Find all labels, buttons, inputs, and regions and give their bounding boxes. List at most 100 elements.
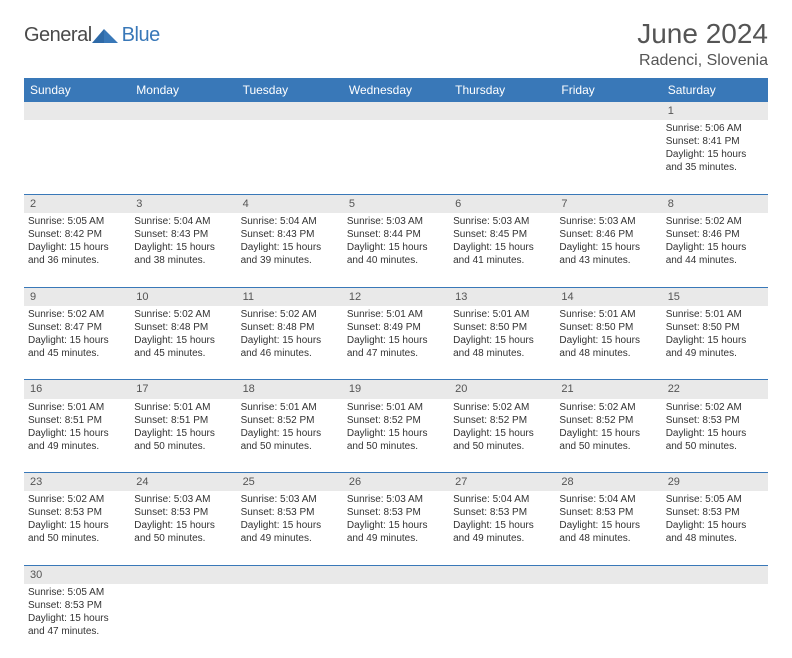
daylight-line-2: and 50 minutes. xyxy=(347,440,445,453)
sunrise-line: Sunrise: 5:02 AM xyxy=(666,401,764,414)
day-number: 15 xyxy=(662,287,768,306)
day-header: Wednesday xyxy=(343,78,449,102)
calendar-header-row: SundayMondayTuesdayWednesdayThursdayFrid… xyxy=(24,78,768,102)
sunset-line: Sunset: 8:50 PM xyxy=(559,321,657,334)
day-header: Sunday xyxy=(24,78,130,102)
sunrise-line: Sunrise: 5:02 AM xyxy=(28,493,126,506)
daylight-line-2: and 48 minutes. xyxy=(559,347,657,360)
daylight-line-2: and 46 minutes. xyxy=(241,347,339,360)
calendar-cell: Sunrise: 5:01 AMSunset: 8:50 PMDaylight:… xyxy=(555,306,661,380)
calendar-cell: Sunrise: 5:03 AMSunset: 8:46 PMDaylight:… xyxy=(555,213,661,287)
daylight-line-1: Daylight: 15 hours xyxy=(28,241,126,254)
logo-mark-icon xyxy=(92,25,120,45)
day-number: 5 xyxy=(343,194,449,213)
daylight-line-1: Daylight: 15 hours xyxy=(28,519,126,532)
calendar-cell: Sunrise: 5:02 AMSunset: 8:53 PMDaylight:… xyxy=(662,399,768,473)
daylight-line-2: and 48 minutes. xyxy=(453,347,551,360)
sunrise-line: Sunrise: 5:02 AM xyxy=(666,215,764,228)
calendar-week-row: Sunrise: 5:06 AMSunset: 8:41 PMDaylight:… xyxy=(24,120,768,194)
day-number: 24 xyxy=(130,473,236,492)
daylight-line-1: Daylight: 15 hours xyxy=(28,334,126,347)
calendar-cell: Sunrise: 5:03 AMSunset: 8:53 PMDaylight:… xyxy=(237,491,343,565)
sunset-line: Sunset: 8:52 PM xyxy=(241,414,339,427)
calendar-week-row: Sunrise: 5:05 AMSunset: 8:42 PMDaylight:… xyxy=(24,213,768,287)
sunset-line: Sunset: 8:45 PM xyxy=(453,228,551,241)
daylight-line-2: and 50 minutes. xyxy=(28,532,126,545)
sunrise-line: Sunrise: 5:03 AM xyxy=(347,493,445,506)
sunrise-line: Sunrise: 5:03 AM xyxy=(241,493,339,506)
calendar-cell: Sunrise: 5:02 AMSunset: 8:52 PMDaylight:… xyxy=(449,399,555,473)
calendar-cell: Sunrise: 5:01 AMSunset: 8:52 PMDaylight:… xyxy=(343,399,449,473)
daylight-line-2: and 36 minutes. xyxy=(28,254,126,267)
calendar-cell: Sunrise: 5:03 AMSunset: 8:44 PMDaylight:… xyxy=(343,213,449,287)
daylight-line-1: Daylight: 15 hours xyxy=(28,427,126,440)
sunrise-line: Sunrise: 5:02 AM xyxy=(241,308,339,321)
daylight-line-1: Daylight: 15 hours xyxy=(666,148,764,161)
sunset-line: Sunset: 8:53 PM xyxy=(28,506,126,519)
daylight-line-2: and 45 minutes. xyxy=(134,347,232,360)
calendar-cell: Sunrise: 5:01 AMSunset: 8:49 PMDaylight:… xyxy=(343,306,449,380)
daylight-line-1: Daylight: 15 hours xyxy=(453,519,551,532)
daylight-line-2: and 39 minutes. xyxy=(241,254,339,267)
calendar-cell: Sunrise: 5:04 AMSunset: 8:53 PMDaylight:… xyxy=(449,491,555,565)
sunrise-line: Sunrise: 5:06 AM xyxy=(666,122,764,135)
calendar-cell: Sunrise: 5:02 AMSunset: 8:53 PMDaylight:… xyxy=(24,491,130,565)
day-number: 20 xyxy=(449,380,555,399)
sunrise-line: Sunrise: 5:05 AM xyxy=(28,215,126,228)
day-number xyxy=(237,565,343,584)
daylight-line-2: and 40 minutes. xyxy=(347,254,445,267)
daylight-line-2: and 48 minutes. xyxy=(559,532,657,545)
daylight-line-2: and 41 minutes. xyxy=(453,254,551,267)
sunrise-line: Sunrise: 5:03 AM xyxy=(347,215,445,228)
calendar-cell xyxy=(130,120,236,194)
calendar-cell: Sunrise: 5:04 AMSunset: 8:53 PMDaylight:… xyxy=(555,491,661,565)
calendar-cell: Sunrise: 5:04 AMSunset: 8:43 PMDaylight:… xyxy=(237,213,343,287)
sunrise-line: Sunrise: 5:02 AM xyxy=(134,308,232,321)
day-number: 8 xyxy=(662,194,768,213)
day-number: 27 xyxy=(449,473,555,492)
logo-text-blue: Blue xyxy=(122,24,160,47)
title-block: June 2024 Radenci, Slovenia xyxy=(637,18,768,70)
daylight-line-2: and 50 minutes. xyxy=(453,440,551,453)
daylight-line-2: and 49 minutes. xyxy=(241,532,339,545)
calendar-cell: Sunrise: 5:01 AMSunset: 8:50 PMDaylight:… xyxy=(662,306,768,380)
sunset-line: Sunset: 8:53 PM xyxy=(666,414,764,427)
daylight-line-1: Daylight: 15 hours xyxy=(241,334,339,347)
day-number-row: 9101112131415 xyxy=(24,287,768,306)
calendar-cell: Sunrise: 5:04 AMSunset: 8:43 PMDaylight:… xyxy=(130,213,236,287)
sunset-line: Sunset: 8:53 PM xyxy=(559,506,657,519)
calendar-cell xyxy=(24,120,130,194)
day-number: 12 xyxy=(343,287,449,306)
month-title: June 2024 xyxy=(637,18,768,50)
daylight-line-1: Daylight: 15 hours xyxy=(559,519,657,532)
day-header: Saturday xyxy=(662,78,768,102)
sunrise-line: Sunrise: 5:04 AM xyxy=(559,493,657,506)
daylight-line-1: Daylight: 15 hours xyxy=(134,427,232,440)
sunset-line: Sunset: 8:46 PM xyxy=(666,228,764,241)
daylight-line-1: Daylight: 15 hours xyxy=(666,334,764,347)
calendar-week-row: Sunrise: 5:02 AMSunset: 8:47 PMDaylight:… xyxy=(24,306,768,380)
sunrise-line: Sunrise: 5:01 AM xyxy=(666,308,764,321)
calendar-cell xyxy=(449,584,555,658)
day-number-row: 2345678 xyxy=(24,194,768,213)
sunrise-line: Sunrise: 5:03 AM xyxy=(134,493,232,506)
sunrise-line: Sunrise: 5:01 AM xyxy=(134,401,232,414)
sunset-line: Sunset: 8:41 PM xyxy=(666,135,764,148)
daylight-line-2: and 50 minutes. xyxy=(666,440,764,453)
calendar-cell: Sunrise: 5:02 AMSunset: 8:48 PMDaylight:… xyxy=(130,306,236,380)
day-number: 1 xyxy=(662,102,768,120)
day-number: 2 xyxy=(24,194,130,213)
daylight-line-2: and 44 minutes. xyxy=(666,254,764,267)
daylight-line-2: and 50 minutes. xyxy=(134,440,232,453)
daylight-line-1: Daylight: 15 hours xyxy=(241,241,339,254)
sunset-line: Sunset: 8:51 PM xyxy=(28,414,126,427)
daylight-line-1: Daylight: 15 hours xyxy=(134,334,232,347)
calendar-week-row: Sunrise: 5:01 AMSunset: 8:51 PMDaylight:… xyxy=(24,399,768,473)
daylight-line-1: Daylight: 15 hours xyxy=(347,241,445,254)
day-number xyxy=(449,565,555,584)
sunset-line: Sunset: 8:48 PM xyxy=(241,321,339,334)
daylight-line-2: and 50 minutes. xyxy=(559,440,657,453)
day-number xyxy=(24,102,130,120)
sunset-line: Sunset: 8:53 PM xyxy=(28,599,126,612)
day-number xyxy=(343,102,449,120)
